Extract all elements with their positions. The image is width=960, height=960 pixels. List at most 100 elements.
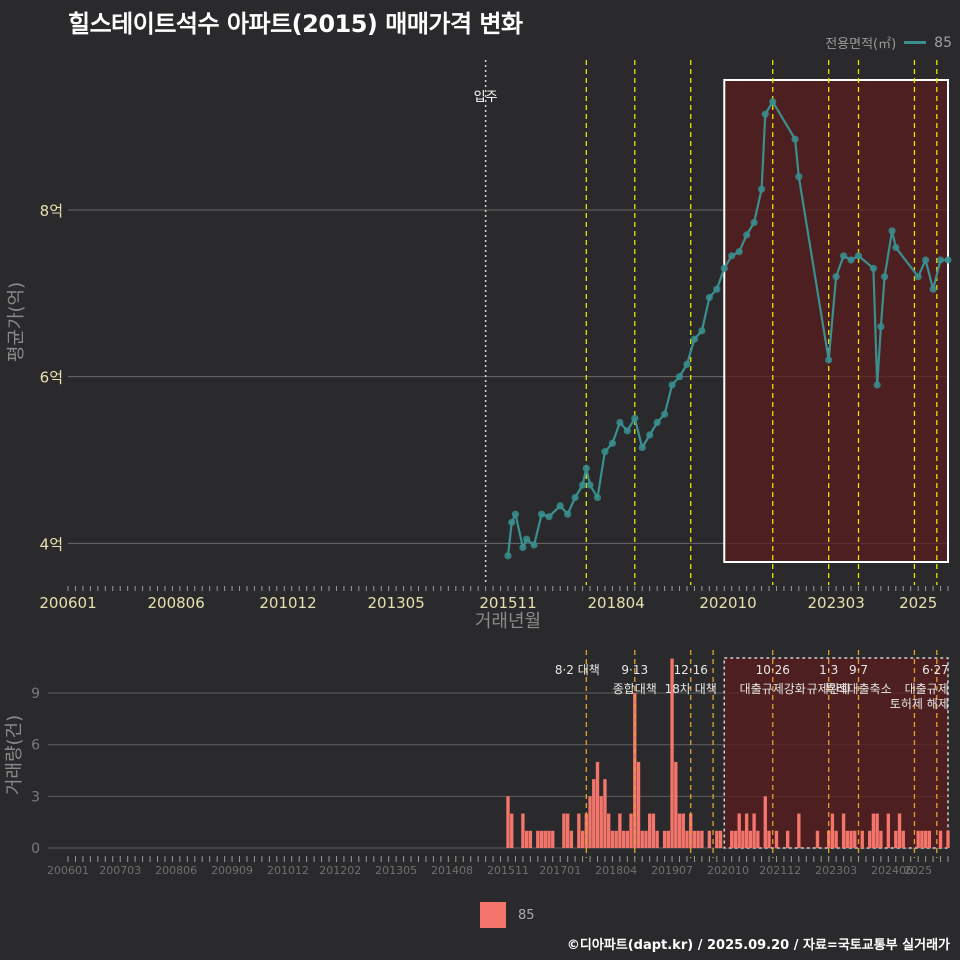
volume-bar <box>901 830 905 848</box>
event-label: 9·13 <box>621 663 648 677</box>
volume-bar <box>894 830 898 848</box>
volume-bar <box>625 830 629 848</box>
volume-bar <box>599 796 603 848</box>
volume-bar <box>920 830 924 848</box>
price-point <box>929 285 937 293</box>
volume-bar <box>640 830 644 848</box>
volume-bar <box>879 830 883 848</box>
bar-x-tick-label: 201012 <box>267 864 309 877</box>
event-label: 특례대출축소 <box>825 682 891 696</box>
event-label: 대출규제 <box>905 682 949 696</box>
x-tick-label: 202010 <box>699 594 756 612</box>
bar-y-tick-label: 3 <box>31 789 40 805</box>
price-point <box>761 110 769 118</box>
price-point <box>683 360 691 368</box>
volume-bar <box>946 830 950 848</box>
legend-line-swatch <box>904 41 927 44</box>
volume-bar <box>685 830 689 848</box>
volume-bar <box>592 779 596 848</box>
volume-bar <box>547 830 551 848</box>
price-point <box>646 431 654 439</box>
legend-label: 85 <box>934 34 952 51</box>
volume-bar <box>610 830 615 848</box>
volume-bar <box>614 830 618 848</box>
bar-x-tick-label: 201701 <box>539 864 581 877</box>
price-point <box>873 381 881 389</box>
price-point <box>631 414 639 422</box>
volume-bar <box>886 813 891 848</box>
event-label: 6·27 <box>922 663 949 677</box>
bar-x-tick-label: 202303 <box>815 864 857 877</box>
price-point <box>854 252 863 260</box>
price-point <box>571 493 579 502</box>
bar-x-tick-label: 200909 <box>211 864 253 877</box>
price-point <box>690 335 699 343</box>
price-point <box>944 256 952 264</box>
event-label: 1·3 <box>819 663 838 677</box>
volume-bar <box>629 813 633 848</box>
volume-bar <box>853 830 857 848</box>
price-point <box>735 248 743 256</box>
x-tick-label: 201804 <box>588 594 645 612</box>
volume-bar <box>730 830 734 848</box>
volume-bar <box>621 830 626 848</box>
volume-bar <box>539 830 544 848</box>
volume-bar <box>696 830 700 848</box>
volume-bar <box>677 813 682 848</box>
price-point <box>661 410 669 418</box>
bar-legend: 85 <box>480 902 535 928</box>
bar-y-tick-label: 0 <box>31 841 40 857</box>
volume-bar <box>916 830 920 848</box>
price-point <box>593 493 602 502</box>
price-point <box>519 543 527 552</box>
legend-title: 전용면적(㎡) <box>825 37 897 52</box>
price-point <box>530 541 538 549</box>
price-point <box>582 464 590 472</box>
bar-x-tick-label: 201202 <box>319 864 361 877</box>
volume-bar <box>845 830 849 848</box>
volume-bar <box>524 830 529 848</box>
x-tick-label: 202303 <box>808 594 865 612</box>
move-in-label: 입주 <box>474 90 498 105</box>
volume-bar <box>737 813 741 848</box>
bar-x-tick-label: 202406 <box>871 864 913 877</box>
event-label: 토허제 해제 <box>890 697 949 711</box>
y-tick-label: 6억 <box>40 369 63 387</box>
volume-bar <box>767 830 771 848</box>
x-tick-label: 201511 <box>479 594 536 612</box>
volume-bar <box>927 830 932 848</box>
volume-bar <box>644 830 648 848</box>
volume-bar <box>763 796 767 848</box>
volume-bar <box>510 813 514 848</box>
price-point <box>750 218 758 227</box>
price-point <box>769 98 777 106</box>
bar-legend-swatch <box>480 902 506 928</box>
event-label: 규제완화 <box>807 682 851 696</box>
volume-bar <box>923 830 928 848</box>
bar-x-tick-label: 201408 <box>431 864 473 877</box>
price-point <box>523 535 531 543</box>
bar-x-tick-label: 201907 <box>651 864 693 877</box>
volume-bar <box>577 813 581 848</box>
volume-bar <box>506 796 510 848</box>
price-point <box>869 264 878 272</box>
bar-y-tick-label: 6 <box>31 738 40 754</box>
volume-bar <box>595 761 600 848</box>
price-point <box>545 513 553 521</box>
bar-x-tick-label: 201511 <box>487 864 529 877</box>
price-point <box>713 285 721 293</box>
volume-bar <box>692 830 697 848</box>
volume-bar <box>715 830 719 848</box>
volume-bar <box>718 830 723 848</box>
price-point <box>616 418 624 427</box>
y-axis-title: 평균가(억) <box>6 282 27 362</box>
volume-bar <box>875 813 879 848</box>
bar-x-tick-label: 202112 <box>759 864 801 877</box>
volume-bar <box>681 813 685 848</box>
volume-bar <box>897 813 902 848</box>
volume-bar <box>528 830 533 848</box>
volume-bar <box>543 830 547 848</box>
bar-y-tick-label: 9 <box>31 686 40 702</box>
event-label: 12·16 <box>674 663 708 677</box>
price-point <box>675 373 684 381</box>
